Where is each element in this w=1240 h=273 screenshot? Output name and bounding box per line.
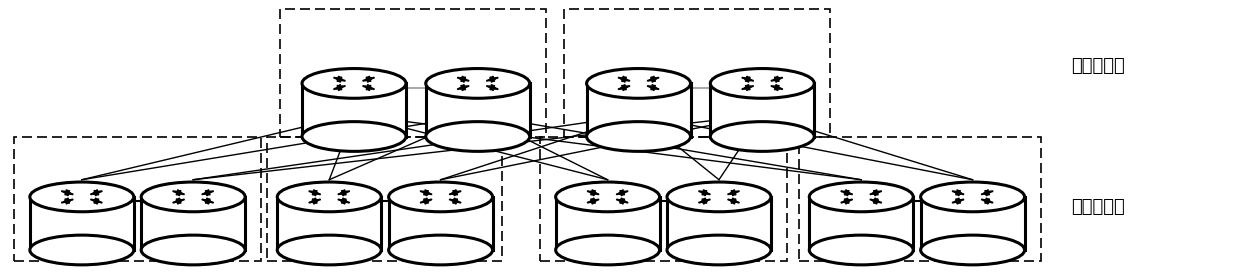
- Ellipse shape: [810, 235, 913, 265]
- Ellipse shape: [711, 69, 815, 98]
- Text: 省级汇聚层: 省级汇聚层: [1071, 57, 1126, 75]
- FancyBboxPatch shape: [556, 197, 660, 250]
- Ellipse shape: [425, 122, 529, 151]
- FancyBboxPatch shape: [810, 197, 913, 250]
- FancyBboxPatch shape: [920, 197, 1024, 250]
- Ellipse shape: [667, 182, 771, 212]
- Ellipse shape: [303, 69, 405, 98]
- Ellipse shape: [388, 235, 492, 265]
- FancyBboxPatch shape: [587, 83, 691, 136]
- FancyBboxPatch shape: [667, 197, 771, 250]
- FancyBboxPatch shape: [425, 83, 529, 136]
- Ellipse shape: [278, 182, 381, 212]
- Ellipse shape: [388, 182, 492, 212]
- FancyBboxPatch shape: [278, 197, 381, 250]
- Ellipse shape: [667, 235, 771, 265]
- FancyBboxPatch shape: [388, 197, 492, 250]
- FancyBboxPatch shape: [303, 83, 405, 136]
- Ellipse shape: [30, 182, 134, 212]
- FancyBboxPatch shape: [141, 197, 246, 250]
- Ellipse shape: [810, 182, 913, 212]
- Ellipse shape: [920, 235, 1024, 265]
- FancyBboxPatch shape: [30, 197, 134, 250]
- Text: 区县接入层: 区县接入层: [1071, 198, 1126, 216]
- Ellipse shape: [556, 235, 660, 265]
- FancyBboxPatch shape: [711, 83, 815, 136]
- Ellipse shape: [30, 235, 134, 265]
- Ellipse shape: [587, 122, 691, 151]
- Ellipse shape: [278, 235, 381, 265]
- Ellipse shape: [141, 235, 246, 265]
- Ellipse shape: [303, 122, 405, 151]
- Ellipse shape: [587, 69, 691, 98]
- Ellipse shape: [920, 182, 1024, 212]
- Ellipse shape: [141, 182, 246, 212]
- Ellipse shape: [711, 122, 815, 151]
- Ellipse shape: [556, 182, 660, 212]
- Ellipse shape: [425, 69, 529, 98]
